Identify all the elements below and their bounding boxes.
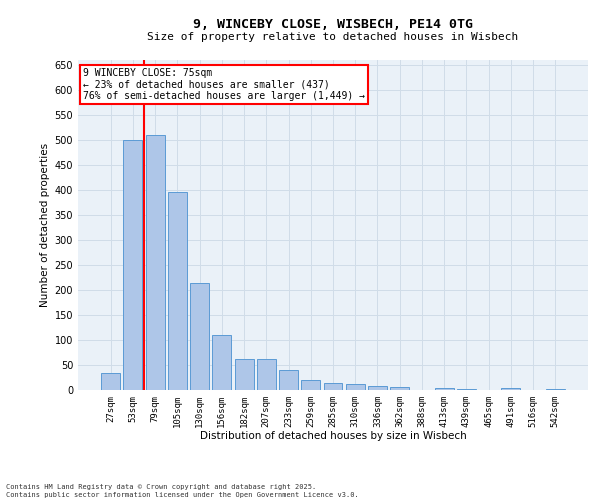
- Bar: [502, 388, 520, 390]
- Bar: [301, 380, 320, 390]
- Y-axis label: Number of detached properties: Number of detached properties: [40, 143, 50, 307]
- Bar: [368, 386, 387, 390]
- Bar: [146, 135, 164, 390]
- Bar: [435, 388, 454, 390]
- Bar: [168, 192, 187, 390]
- Text: 9, WINCEBY CLOSE, WISBECH, PE14 0TG: 9, WINCEBY CLOSE, WISBECH, PE14 0TG: [193, 18, 473, 30]
- X-axis label: Distribution of detached houses by size in Wisbech: Distribution of detached houses by size …: [200, 432, 466, 442]
- Bar: [235, 359, 254, 390]
- Bar: [390, 386, 409, 390]
- Bar: [457, 389, 476, 390]
- Bar: [212, 334, 231, 390]
- Text: 9 WINCEBY CLOSE: 75sqm
← 23% of detached houses are smaller (437)
76% of semi-de: 9 WINCEBY CLOSE: 75sqm ← 23% of detached…: [83, 68, 365, 102]
- Bar: [101, 373, 120, 390]
- Bar: [346, 384, 365, 390]
- Text: Contains HM Land Registry data © Crown copyright and database right 2025.
Contai: Contains HM Land Registry data © Crown c…: [6, 484, 359, 498]
- Bar: [190, 283, 209, 390]
- Bar: [124, 140, 142, 390]
- Bar: [546, 388, 565, 390]
- Bar: [323, 383, 343, 390]
- Bar: [257, 359, 276, 390]
- Bar: [279, 370, 298, 390]
- Text: Size of property relative to detached houses in Wisbech: Size of property relative to detached ho…: [148, 32, 518, 42]
